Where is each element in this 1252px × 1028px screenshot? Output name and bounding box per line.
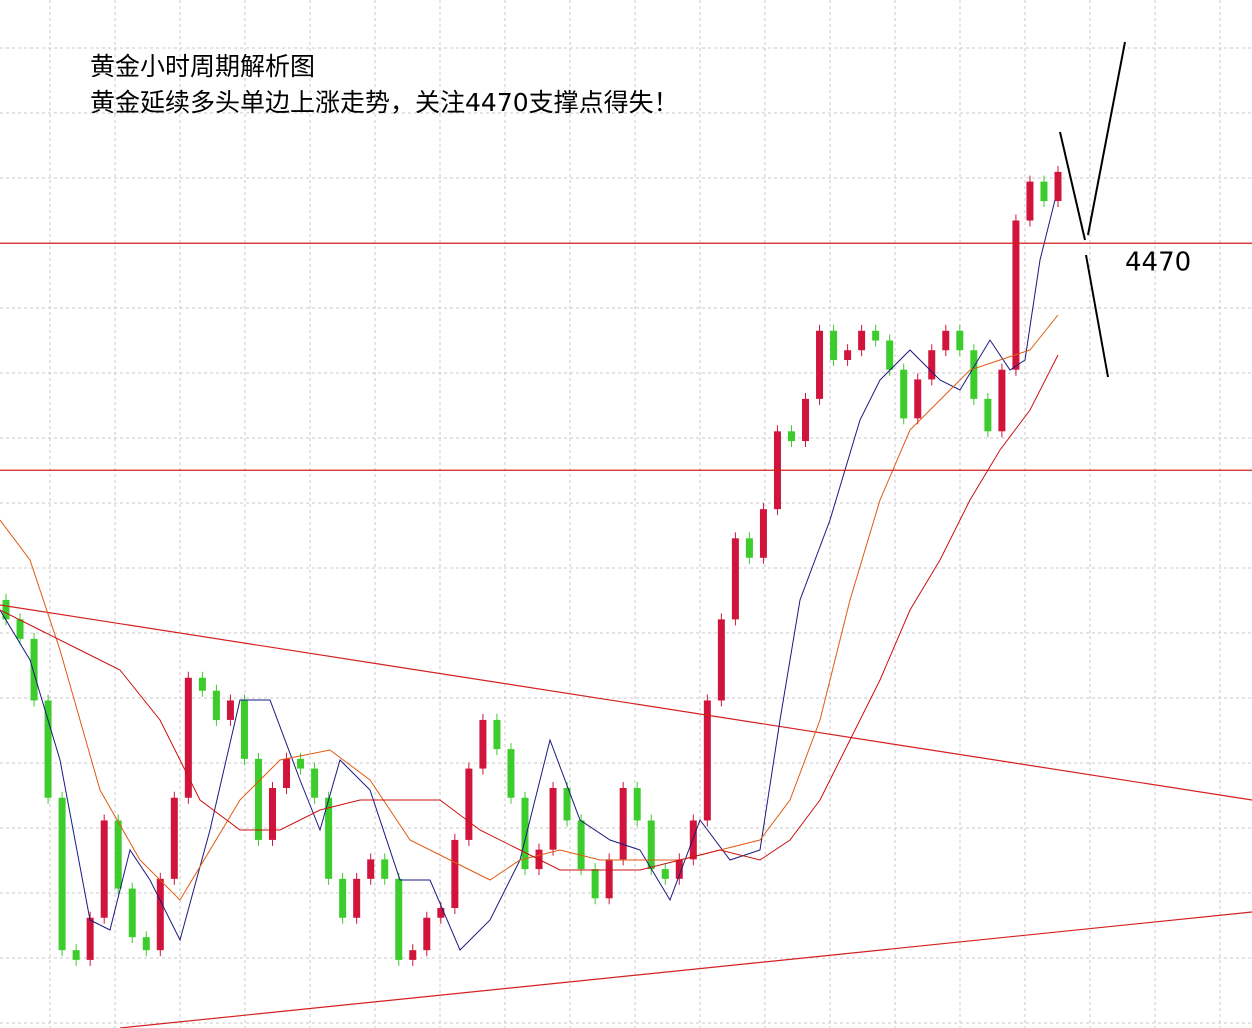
candle-body: [367, 859, 375, 879]
candle-body: [675, 859, 683, 879]
candle-body: [816, 330, 824, 399]
candle-body: [226, 700, 234, 720]
candle-body: [283, 758, 291, 789]
candle-body: [942, 330, 950, 351]
candle-body: [830, 330, 838, 360]
candle-body: [212, 690, 220, 720]
candle-body: [409, 950, 417, 960]
candle-body: [998, 369, 1006, 432]
trend-line: [0, 604, 1252, 801]
chart-subtitle: 黄金延续多头单边上涨走势，关注4470支撑点得失！: [90, 88, 679, 117]
candle-body: [563, 788, 571, 821]
candle-body: [745, 538, 753, 558]
candle-body: [184, 677, 192, 798]
candle-body: [703, 700, 711, 821]
candles: [2, 165, 1062, 966]
candle-body: [451, 839, 459, 909]
candle-body: [240, 700, 248, 759]
candle-body: [325, 797, 333, 879]
candle-body: [86, 917, 94, 960]
moving-average: [0, 314, 1059, 901]
candle-body: [44, 700, 52, 798]
arrow-line: [1087, 41, 1126, 236]
candle-body: [858, 330, 866, 351]
moving-average: [0, 354, 1059, 871]
candle-body: [297, 758, 305, 769]
candle-body: [58, 797, 66, 951]
candle-body: [128, 888, 136, 938]
candle-body: [1012, 220, 1020, 370]
candle-body: [591, 869, 599, 899]
candle-body: [521, 797, 529, 870]
candle-body: [156, 878, 164, 951]
candle-body: [339, 878, 347, 918]
candle-body: [619, 788, 627, 860]
candle-body: [928, 350, 936, 380]
candle-body: [914, 379, 922, 419]
candle-body: [1054, 171, 1062, 202]
candle-body: [30, 638, 38, 701]
candle-body: [2, 599, 10, 620]
arrow-line: [1059, 131, 1086, 241]
candle-body: [142, 937, 150, 951]
candle-body: [984, 398, 992, 432]
candle-body: [507, 749, 515, 798]
candle-body: [970, 350, 978, 399]
candle-body: [956, 330, 964, 351]
candle-body: [717, 619, 725, 701]
level-label: 4470: [1125, 248, 1191, 278]
arrow-line: [1085, 254, 1109, 378]
candle-body: [759, 509, 767, 558]
candle-body: [844, 350, 852, 360]
candle-body: [114, 820, 122, 889]
moving-average: [0, 199, 1056, 951]
trend-line: [119, 911, 1252, 1028]
candle-body: [437, 908, 445, 918]
candle-body: [577, 820, 585, 870]
candle-body: [395, 878, 403, 960]
candle-body: [900, 369, 908, 419]
candle-body: [633, 788, 641, 821]
candle-body: [787, 431, 795, 442]
candle-body: [16, 619, 24, 639]
candle-body: [198, 677, 206, 691]
candle-body: [269, 788, 277, 840]
candle-body: [1026, 181, 1034, 221]
candle-body: [689, 820, 697, 860]
candle-body: [381, 859, 389, 879]
chart-title: 黄金小时周期解析图: [90, 52, 315, 81]
candle-body: [647, 820, 655, 870]
candle-body: [170, 797, 178, 879]
candle-body: [72, 950, 80, 960]
candle-body: [886, 340, 894, 370]
candle-body: [311, 768, 319, 798]
candle-body: [605, 859, 613, 899]
candle-body: [465, 768, 473, 840]
candle-body: [423, 917, 431, 951]
candle-body: [661, 869, 669, 879]
candle-body: [254, 758, 262, 840]
candle-body: [872, 330, 880, 341]
candle-body: [1040, 181, 1048, 202]
candle-body: [493, 719, 501, 750]
candle-body: [100, 820, 108, 918]
candle-body: [802, 398, 810, 442]
candle-body: [549, 788, 557, 850]
candle-body: [479, 719, 487, 769]
candle-body: [353, 878, 361, 918]
candle-body: [731, 538, 739, 620]
